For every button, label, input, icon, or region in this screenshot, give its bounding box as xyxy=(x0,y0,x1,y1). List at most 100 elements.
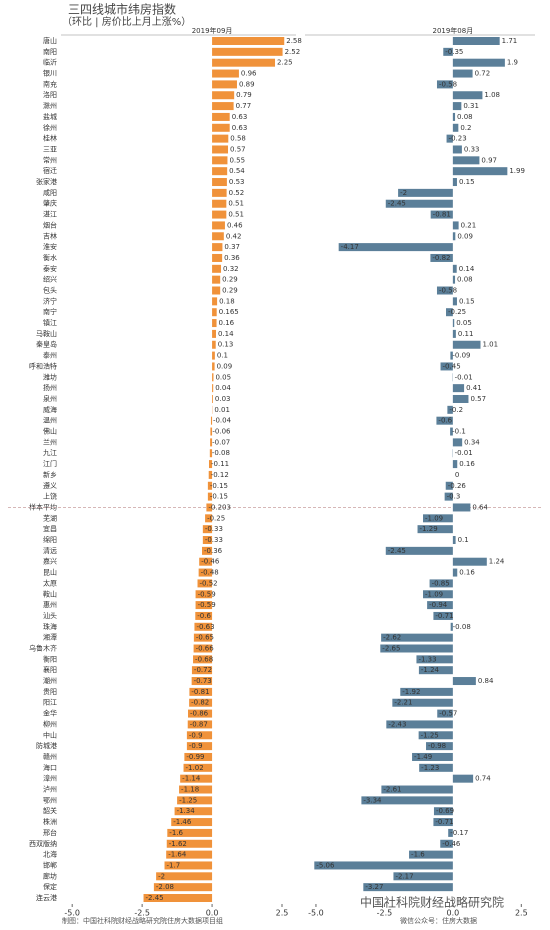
bar xyxy=(452,37,500,45)
bar xyxy=(416,655,453,664)
category-label: 上饶 xyxy=(43,492,57,501)
bar xyxy=(452,340,481,349)
value-label: 1.08 xyxy=(484,91,500,99)
category-label: 兰州 xyxy=(43,437,57,446)
category-label: 威海 xyxy=(43,405,57,414)
value-label: -1.6 xyxy=(169,829,183,837)
bar xyxy=(393,872,453,881)
bar xyxy=(426,742,453,751)
value-label: -0.25 xyxy=(448,308,466,316)
value-label: 0.57 xyxy=(230,145,246,153)
category-label: 昆山 xyxy=(43,568,57,577)
value-label: 0.42 xyxy=(226,232,242,240)
bar xyxy=(212,188,227,197)
bar xyxy=(184,752,213,761)
value-label: 0.52 xyxy=(229,189,245,197)
value-label: -2.08 xyxy=(156,883,174,891)
value-label: 0 xyxy=(455,471,459,479)
value-label: -2.62 xyxy=(383,634,401,642)
category-label: 廊坊 xyxy=(43,871,57,880)
category-label: 西双版纳 xyxy=(29,839,57,848)
value-label: 0.53 xyxy=(229,178,245,186)
bar xyxy=(212,264,222,273)
category-label: 北海 xyxy=(43,850,57,859)
value-label: -2.45 xyxy=(146,894,164,902)
value-label: 0.03 xyxy=(215,395,231,403)
value-label: -1.23 xyxy=(421,764,439,772)
bar xyxy=(207,481,213,490)
value-label: -1.46 xyxy=(173,818,192,826)
bar xyxy=(212,134,229,143)
bar xyxy=(452,232,456,241)
bar xyxy=(212,102,234,111)
category-label: 桂林 xyxy=(43,134,57,143)
category-label: 样本平均 xyxy=(29,502,57,511)
bar xyxy=(212,145,229,154)
bar xyxy=(446,308,453,317)
value-label: -0.9 xyxy=(189,742,203,750)
category-label: 金华 xyxy=(43,709,57,718)
value-label: -0.82 xyxy=(191,699,209,707)
value-label: -2.21 xyxy=(394,699,412,707)
bar xyxy=(433,611,453,620)
value-label: -1.02 xyxy=(186,764,204,772)
category-label: 韶关 xyxy=(43,806,57,815)
value-label: 1.24 xyxy=(489,558,505,566)
value-label: -0.58 xyxy=(439,287,457,295)
bar xyxy=(385,199,453,208)
value-label: -2.43 xyxy=(388,720,406,728)
value-label: -0.07 xyxy=(212,438,230,446)
bar xyxy=(193,655,213,664)
bar xyxy=(194,622,213,631)
bar xyxy=(171,818,213,827)
value-label: 0.63 xyxy=(232,113,248,121)
bar xyxy=(452,275,456,284)
category-label: 惠州 xyxy=(43,600,57,609)
value-label: 0.16 xyxy=(459,460,475,468)
bar xyxy=(444,492,453,501)
bar xyxy=(189,687,213,696)
bar xyxy=(443,47,453,56)
category-label: 乌鲁木齐 xyxy=(29,643,57,652)
bar xyxy=(202,536,213,545)
value-label: 0.63 xyxy=(232,124,248,132)
bar xyxy=(166,839,213,848)
category-label: 太原 xyxy=(43,578,57,587)
category-label: 吉林 xyxy=(43,231,57,240)
value-label: -1.25 xyxy=(421,731,439,739)
value-label: 0.51 xyxy=(228,211,244,219)
category-label: 马鞍山 xyxy=(36,329,57,338)
value-label: -0.9 xyxy=(189,731,203,739)
value-label: 1.01 xyxy=(483,341,499,349)
value-label: 0.08 xyxy=(457,276,473,284)
value-label: -3.27 xyxy=(365,883,383,891)
value-label: 0.2 xyxy=(460,124,471,132)
bar xyxy=(430,253,453,262)
value-label: -2.17 xyxy=(395,872,413,880)
bar xyxy=(445,481,453,490)
category-label: 泰州 xyxy=(43,351,57,360)
category-label: 连云港 xyxy=(36,893,57,902)
bar xyxy=(430,210,453,219)
value-label: -2 xyxy=(400,189,407,197)
value-label: -0.08 xyxy=(453,623,471,631)
bar xyxy=(193,633,213,642)
category-label: 洛阳 xyxy=(43,90,57,99)
value-label: -0.09 xyxy=(452,352,470,360)
value-label: 0.09 xyxy=(457,232,473,240)
category-label: 保定 xyxy=(43,882,57,891)
bar xyxy=(436,416,453,425)
category-label: 宿迁 xyxy=(43,166,57,175)
bar xyxy=(452,156,480,165)
value-label: -1.33 xyxy=(418,655,436,663)
value-label: -1.64 xyxy=(168,851,187,859)
value-label: -0.46 xyxy=(201,558,220,566)
value-label: 0.05 xyxy=(456,319,472,327)
category-label: 贵阳 xyxy=(43,687,57,696)
bar xyxy=(409,850,453,859)
category-label: 徐州 xyxy=(43,123,57,132)
bar xyxy=(210,427,213,436)
bar xyxy=(419,763,453,772)
bar xyxy=(452,297,457,306)
bar xyxy=(450,427,453,436)
